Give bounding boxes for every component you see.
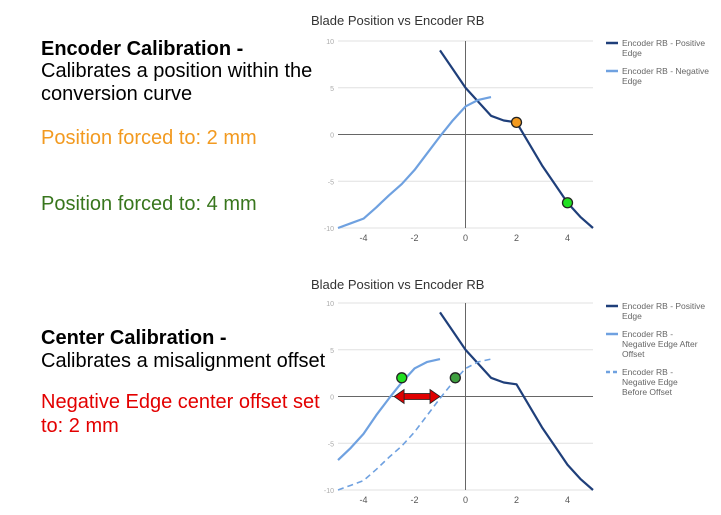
chart1-legend-label-0: Encoder RB - Positive	[622, 38, 705, 48]
chart1-legend-label-1: Encoder RB - Negative	[622, 66, 709, 76]
chart2-legend-label-2: Negative Edge	[622, 377, 678, 387]
chart2-series-1-line	[337, 358, 441, 461]
center-calibration-desc: Calibrates a misalignment offset	[41, 350, 326, 372]
chart2-legend-label-1: Offset	[622, 349, 645, 359]
chart1-y-tick-label: 10	[326, 39, 334, 46]
chart2-x-tick-label: 0	[463, 495, 468, 505]
chart1-x-tick-label: 4	[565, 233, 570, 243]
chart2-offset-arrow-shaft	[401, 393, 433, 400]
chart1-y-tick-label: -10	[324, 226, 334, 233]
center-calibration-title: Center Calibration -	[41, 327, 227, 349]
position-4mm-label: Position forced to: 4 mm	[41, 193, 257, 215]
chart2-x-tick-label: 4	[565, 495, 570, 505]
chart1-x-tick-label: 0	[463, 233, 468, 243]
chart1-x-tick-label: -2	[410, 233, 418, 243]
chart2-marker-0	[396, 372, 408, 384]
chart1-marker-1	[561, 197, 574, 209]
chart2-y-tick-label: -10	[324, 488, 334, 495]
chart2-title: Blade Position vs Encoder RB	[311, 277, 485, 292]
chart2-legend-label-0: Edge	[622, 311, 642, 321]
chart1-y-tick-label: 5	[330, 86, 334, 93]
chart1-marker-0	[510, 116, 523, 128]
offset-label-line2: to: 2 mm	[41, 415, 119, 437]
chart1-x-tick-label: 2	[514, 233, 519, 243]
encoder-calibration-desc-line1: Calibrates a position within the	[41, 60, 313, 82]
chart1-y-tick-label: -5	[328, 179, 334, 186]
chart1-title: Blade Position vs Encoder RB	[311, 13, 485, 28]
chart2-series-0-line	[439, 311, 594, 491]
chart2-x-tick-label: -2	[410, 495, 418, 505]
encoder-calibration-desc-line2: conversion curve	[41, 83, 193, 105]
chart2-x-tick-label: 2	[514, 495, 519, 505]
offset-label-line1: Negative Edge center offset set	[41, 391, 320, 413]
chart1-x-tick-label: -4	[359, 233, 367, 243]
chart2-y-tick-label: 10	[326, 301, 334, 308]
chart2-y-tick-label: 5	[330, 348, 334, 355]
chart1-y-tick-label: 0	[330, 133, 334, 140]
chart2-marker-1	[449, 372, 461, 384]
chart1-legend-label-1: Edge	[622, 76, 642, 86]
chart2-legend-label-0: Encoder RB - Positive	[622, 301, 705, 311]
chart2-legend-label-1: Encoder RB -	[622, 329, 673, 339]
chart2-y-tick-label: 0	[330, 395, 334, 402]
chart2-legend-label-2: Encoder RB -	[622, 367, 673, 377]
chart2-offset-arrow-head-left	[393, 388, 405, 405]
chart2-offset-arrow-head-right	[429, 388, 441, 405]
encoder-calibration-title: Encoder Calibration -	[41, 38, 244, 60]
chart2-y-tick-label: -5	[328, 441, 334, 448]
chart2-legend-label-1: Negative Edge After	[622, 339, 698, 349]
chart1-series-1-line	[337, 96, 492, 230]
chart1-legend-label-0: Edge	[622, 48, 642, 58]
chart2-legend-label-2: Before Offset	[622, 387, 673, 397]
chart1-series-0-line	[439, 49, 594, 229]
position-2mm-label: Position forced to: 2 mm	[41, 127, 257, 149]
chart2-x-tick-label: -4	[359, 495, 367, 505]
chart2-series-2-line	[337, 358, 492, 491]
